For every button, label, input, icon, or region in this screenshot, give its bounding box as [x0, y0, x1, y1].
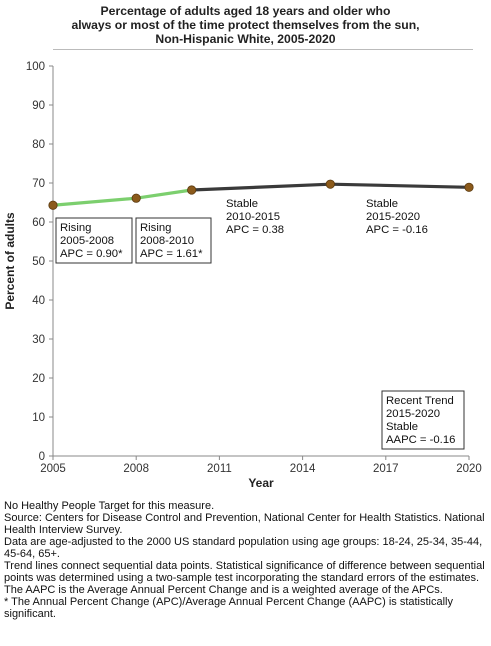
chart-title: Percentage of adults aged 18 years and o… [0, 4, 491, 46]
data-point [48, 200, 58, 210]
y-tick-label: 40 [32, 295, 45, 307]
y-tick-label: 50 [32, 256, 45, 268]
y-tick-label: 30 [32, 334, 45, 346]
annotation-text: 2015-2020 [386, 408, 440, 420]
data-point [187, 185, 197, 195]
annotation-text: AAPC = -0.16 [386, 434, 455, 446]
footnote-aapc: The AAPC is the Average Annual Percent C… [4, 584, 443, 596]
y-axis-label: Percent of adults [3, 212, 17, 310]
x-tick-label: 2005 [40, 463, 66, 475]
y-tick-label: 10 [32, 412, 45, 424]
chart-title-line: Percentage of adults aged 18 years and o… [100, 4, 391, 18]
annotation-text: Recent Trend [386, 395, 454, 407]
chart-title-line: always or most of the time protect thems… [71, 18, 420, 32]
footnote-source: Source: Centers for Disease Control and … [4, 512, 485, 536]
y-tick-label: 0 [39, 451, 45, 463]
title-divider [53, 49, 473, 50]
line-chart: 0 10 20 30 40 50 60 70 80 90 100 2005 2008 2011 2014 20… [3, 61, 482, 490]
y-tick-label: 70 [32, 178, 45, 190]
annotation-box [381, 390, 465, 450]
x-tick-label: 2017 [373, 463, 399, 475]
annotation-text: 2005-2008 [60, 235, 114, 247]
annotation-box [135, 217, 212, 264]
x-tick-label: 2020 [456, 463, 482, 475]
y-tick-label: 80 [32, 139, 45, 151]
footnote-target: No Healthy People Target for this measur… [4, 500, 215, 512]
annotation-text: Stable [226, 198, 258, 210]
chart-title-line: Non-Hispanic White, 2005-2020 [155, 32, 336, 46]
annotation-text: Rising [60, 222, 91, 234]
annotation-text: APC = 0.90* [60, 248, 123, 260]
annotation-text: 2015-2020 [366, 211, 420, 223]
data-point [131, 193, 141, 203]
data-point [464, 182, 474, 192]
footnotes: No Healthy People Target for this measur… [4, 500, 489, 620]
annotation-text: APC = 1.61* [140, 248, 203, 260]
annotation-text: APC = -0.16 [366, 224, 428, 236]
annotation-text: Stable [366, 198, 398, 210]
y-tick-label: 90 [32, 100, 45, 112]
trend-line-rising [52, 188, 192, 207]
y-tick-label: 20 [32, 373, 45, 385]
annotation-box [55, 217, 133, 264]
annotation-text: 2010-2015 [226, 211, 280, 223]
x-tick-label: 2008 [123, 463, 149, 475]
annotation-text: Stable [386, 421, 418, 433]
footnote-age-adjustment: Data are age-adjusted to the 2000 US sta… [4, 536, 483, 560]
annotation-text: 2008-2010 [140, 235, 194, 247]
footnote-trend-lines: Trend lines connect sequential data poin… [4, 560, 485, 584]
x-tick-label: 2011 [207, 463, 232, 475]
x-tick-label: 2014 [290, 463, 316, 475]
annotation-text: APC = 0.38 [226, 224, 284, 236]
data-point [325, 179, 335, 189]
footnote-significance: * The Annual Percent Change (APC)/Averag… [4, 596, 454, 620]
y-tick-label: 60 [32, 217, 45, 229]
x-axis-label: Year [248, 476, 274, 490]
y-tick-label: 100 [26, 61, 45, 73]
annotation-text: Rising [140, 222, 171, 234]
